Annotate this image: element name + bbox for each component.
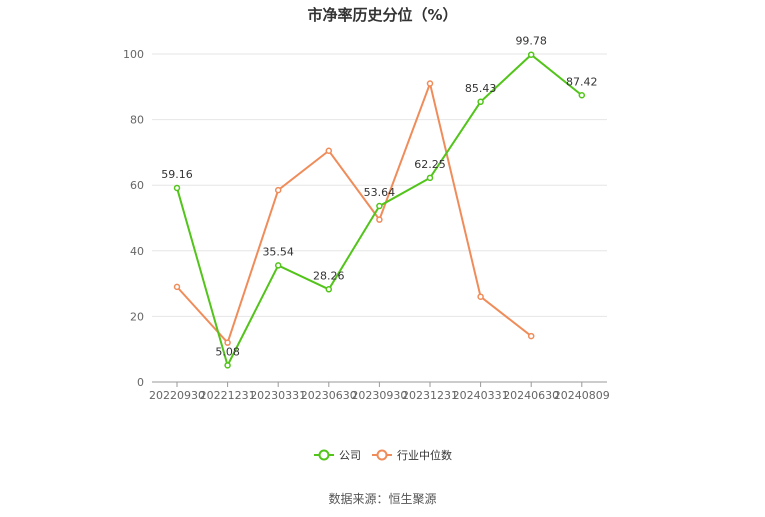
data-point [426, 174, 434, 182]
data-point [376, 216, 383, 223]
x-tick-label: 20231231 [402, 389, 458, 402]
legend-label: 公司 [339, 449, 361, 462]
x-tick-label: 20240630 [503, 389, 559, 402]
data-point [578, 92, 586, 99]
x-tick-label: 20240809 [554, 389, 610, 402]
data-source: 数据来源：恒生聚源 [328, 492, 437, 506]
data-point [376, 202, 383, 210]
data-label: 53.64 [364, 186, 396, 199]
data-point [527, 332, 535, 340]
x-tick-label: 20230630 [301, 389, 357, 402]
data-label: 62.25 [414, 158, 446, 171]
data-label: 85.43 [465, 82, 497, 95]
y-tick-label: 0 [137, 376, 144, 389]
y-tick-label: 100 [123, 48, 144, 61]
data-point [173, 184, 181, 192]
data-point [224, 339, 231, 346]
y-tick-label: 20 [130, 310, 144, 323]
x-tick-label: 20220930 [149, 389, 205, 402]
data-point [477, 98, 484, 106]
x-tick-label: 20240331 [453, 389, 509, 402]
data-label: 59.16 [161, 168, 193, 181]
y-tick-label: 40 [130, 245, 144, 258]
data-point [325, 286, 333, 293]
legend-label: 行业中位数 [397, 448, 452, 462]
legend-marker [318, 449, 330, 461]
y-tick-label: 60 [130, 179, 144, 192]
data-label: 5.08 [215, 345, 240, 358]
data-label: 28.26 [313, 269, 345, 282]
data-point [527, 51, 535, 58]
data-point [274, 262, 282, 269]
data-point [274, 186, 282, 194]
x-tick-label: 20230331 [250, 389, 306, 402]
x-tick-label: 20221231 [200, 389, 256, 402]
data-label: 99.78 [515, 35, 547, 48]
data-point [477, 293, 484, 300]
data-point [325, 147, 333, 155]
data-point [173, 283, 181, 291]
data-point [224, 362, 231, 369]
series-line [176, 53, 583, 369]
chart-title: 市净率历史分位（%） [307, 6, 458, 24]
data-label: 35.54 [262, 245, 294, 258]
data-point [426, 80, 434, 87]
x-tick-label: 20230930 [351, 389, 407, 402]
y-tick-label: 80 [130, 114, 144, 127]
legend-marker [376, 449, 388, 461]
series-line [176, 80, 532, 345]
data-label: 87.42 [566, 75, 598, 88]
